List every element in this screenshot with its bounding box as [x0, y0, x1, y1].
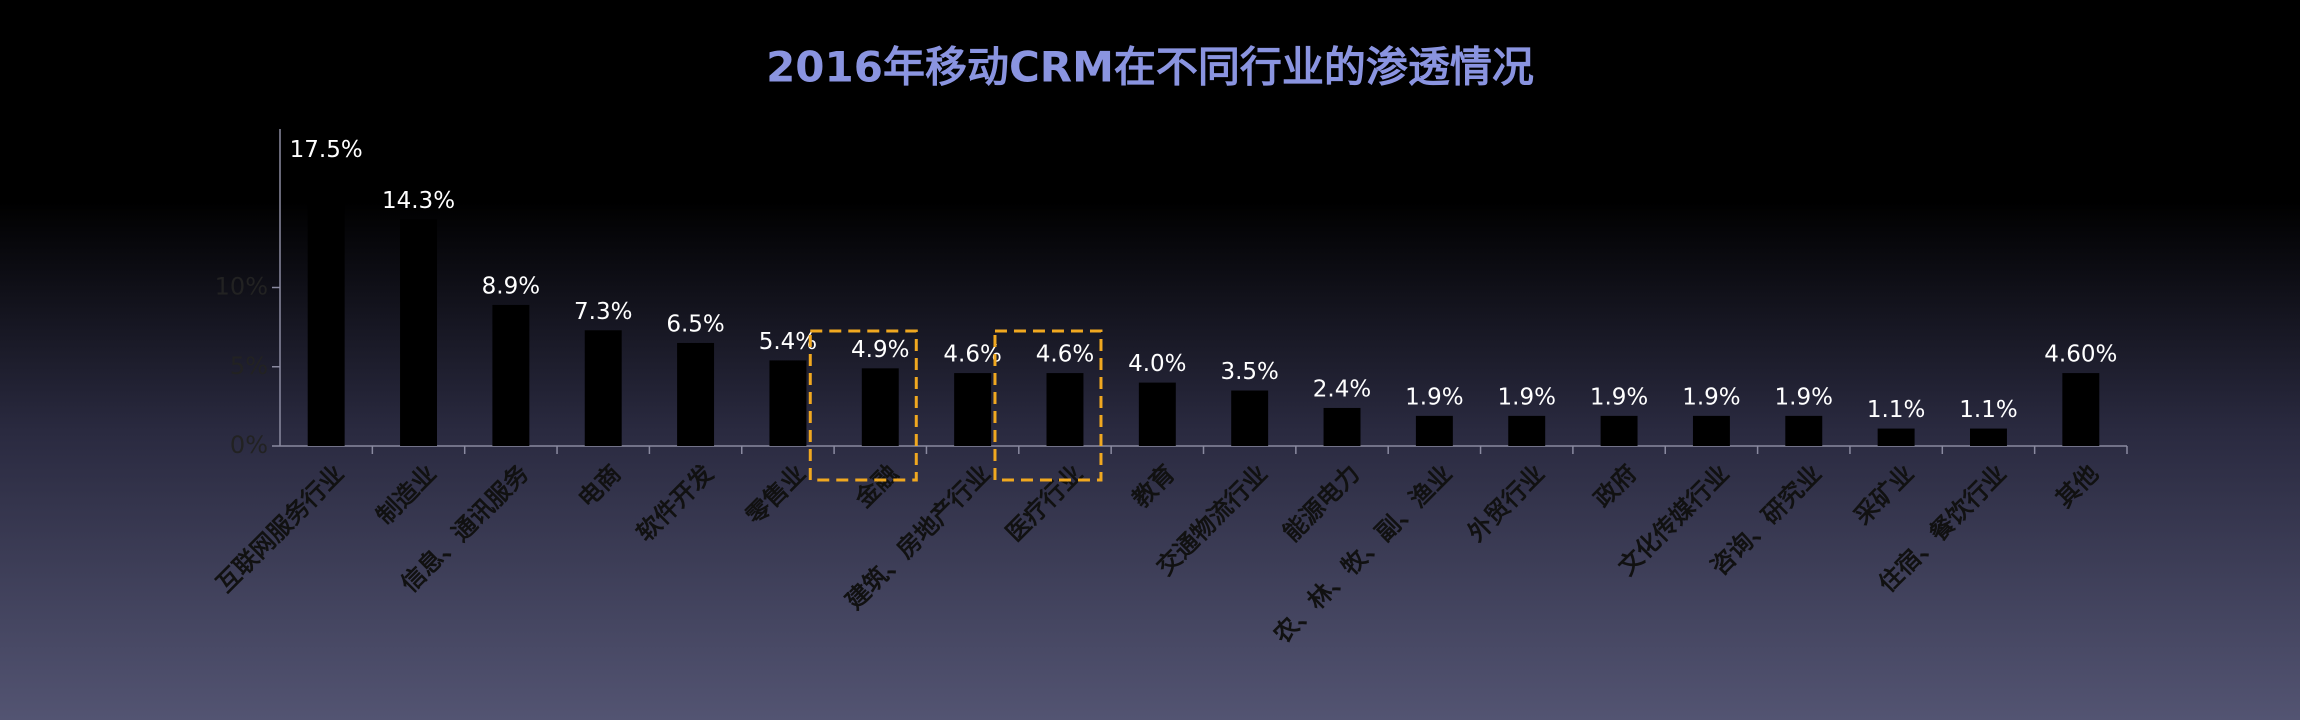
value-label: 5.4% — [759, 329, 817, 355]
highlight-box — [993, 329, 1103, 482]
bar — [1508, 415, 1546, 446]
value-label: 1.9% — [1498, 384, 1556, 410]
y-tick-label: 0% — [230, 431, 268, 459]
bar — [1323, 407, 1361, 446]
bar — [769, 360, 807, 446]
highlight-box — [808, 329, 918, 482]
value-label: 17.5% — [290, 137, 363, 163]
value-label: 1.9% — [1405, 384, 1463, 410]
y-tick-label: 5% — [230, 352, 268, 380]
bar — [677, 342, 715, 446]
bar — [1600, 415, 1638, 446]
x-tick-label: 教育 — [1127, 459, 1181, 513]
bar — [1231, 390, 1269, 446]
x-tick-label: 软件开发 — [631, 459, 719, 547]
x-tick-label: 外贸行业 — [1462, 459, 1550, 547]
bar — [1692, 415, 1730, 446]
bar — [1138, 382, 1176, 446]
value-label: 4.60% — [2044, 342, 2117, 368]
bar — [1970, 428, 2007, 446]
value-label: 8.9% — [482, 273, 540, 299]
x-tick-label: 互联网服务行业 — [211, 459, 350, 598]
bar — [400, 219, 437, 446]
bar — [1877, 428, 1915, 446]
bar — [954, 373, 992, 446]
value-label: 4.6% — [1036, 342, 1094, 368]
value-label: 14.3% — [382, 188, 455, 214]
y-tick-label: 10% — [215, 273, 268, 301]
x-tick-label: 电商 — [573, 459, 627, 513]
bar — [307, 168, 345, 446]
value-label: 1.1% — [1867, 397, 1925, 423]
x-tick-label: 政府 — [1589, 459, 1643, 513]
bar — [2062, 373, 2100, 446]
x-tick-label: 医疗行业 — [1000, 459, 1088, 547]
x-tick-label: 能源电力 — [1278, 459, 1366, 547]
value-label: 7.3% — [574, 299, 632, 325]
chart-title: 2016年移动CRM在不同行业的渗透情况 — [766, 43, 1534, 92]
bar — [861, 368, 899, 446]
x-tick-label: 制造业 — [371, 459, 442, 530]
value-label: 2.4% — [1313, 376, 1371, 402]
value-label: 1.1% — [1959, 397, 2017, 423]
bar — [1415, 415, 1453, 446]
bar — [492, 304, 530, 446]
x-tick-label: 零售业 — [740, 459, 811, 530]
value-label: 1.9% — [1775, 384, 1833, 410]
value-label: 3.5% — [1220, 359, 1278, 385]
value-label: 1.9% — [1590, 384, 1648, 410]
value-label: 4.0% — [1128, 351, 1186, 377]
x-tick-label: 农、林、牧、副、渔业 — [1267, 459, 1457, 649]
value-label: 4.6% — [943, 342, 1001, 368]
bar — [1785, 415, 1823, 446]
bar — [1046, 373, 1084, 446]
x-tick-label: 采矿业 — [1849, 459, 1920, 530]
value-label: 1.9% — [1682, 384, 1740, 410]
value-label: 6.5% — [666, 311, 724, 337]
x-tick-label: 其他 — [2050, 459, 2104, 513]
bar — [584, 330, 622, 446]
x-tick-label: 金融 — [849, 459, 903, 513]
value-label: 4.9% — [851, 337, 909, 363]
